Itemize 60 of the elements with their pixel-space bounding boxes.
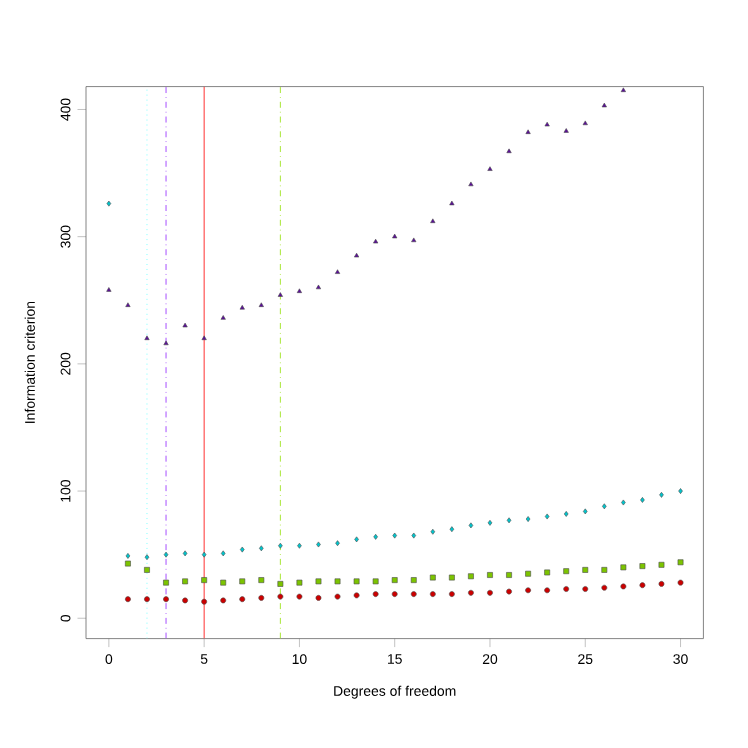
point: [277, 593, 284, 600]
point: [391, 591, 398, 597]
point: [296, 579, 303, 586]
point: [220, 597, 227, 604]
point: [620, 564, 627, 571]
point: [296, 593, 303, 600]
point: [677, 579, 684, 586]
point: [544, 587, 551, 594]
point: [563, 586, 570, 592]
point: [658, 581, 665, 587]
point: [525, 570, 531, 577]
point: [506, 588, 512, 595]
point: [639, 582, 646, 589]
point: [353, 578, 360, 585]
point: [315, 595, 322, 601]
point: [239, 578, 246, 585]
point: [506, 572, 512, 578]
point: [448, 591, 455, 597]
point: [639, 563, 646, 569]
point: [258, 595, 265, 601]
point: [468, 589, 474, 596]
point: [429, 591, 436, 597]
point: [163, 579, 169, 586]
point: [372, 578, 379, 585]
point: [201, 598, 208, 605]
point: [277, 581, 284, 587]
point: [525, 587, 531, 594]
point: [601, 584, 608, 591]
point: [429, 574, 436, 581]
point: [125, 596, 131, 603]
point: [391, 577, 398, 583]
point: [163, 596, 169, 603]
point: [582, 567, 589, 573]
point: [410, 591, 417, 597]
point: [658, 561, 665, 568]
point: [582, 586, 589, 592]
point: [487, 589, 493, 596]
point: [620, 583, 627, 590]
point: [601, 567, 608, 573]
point: [315, 578, 322, 585]
point: [487, 572, 493, 578]
point: [144, 596, 150, 603]
point: [201, 577, 208, 583]
point: [372, 591, 379, 597]
point: [239, 596, 246, 603]
point: [544, 569, 551, 576]
point: [353, 592, 360, 599]
point: [258, 577, 265, 583]
point: [677, 559, 684, 566]
point: [468, 573, 474, 580]
point: [448, 574, 455, 581]
point: [220, 579, 227, 586]
point: [182, 597, 188, 604]
point: [182, 578, 188, 585]
point: [125, 560, 131, 567]
point: [144, 567, 150, 573]
point: [563, 568, 570, 575]
point: [410, 577, 417, 583]
point: [334, 593, 341, 600]
point: [334, 578, 341, 585]
